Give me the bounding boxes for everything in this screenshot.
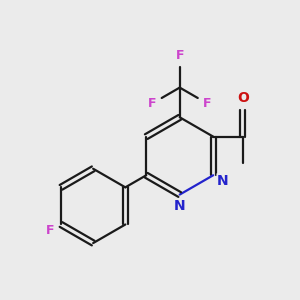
Text: N: N (174, 199, 185, 213)
Text: F: F (148, 97, 156, 110)
Text: O: O (237, 91, 249, 105)
Text: F: F (203, 97, 212, 110)
Text: F: F (176, 49, 184, 62)
Text: N: N (217, 174, 229, 188)
Text: F: F (46, 224, 54, 237)
